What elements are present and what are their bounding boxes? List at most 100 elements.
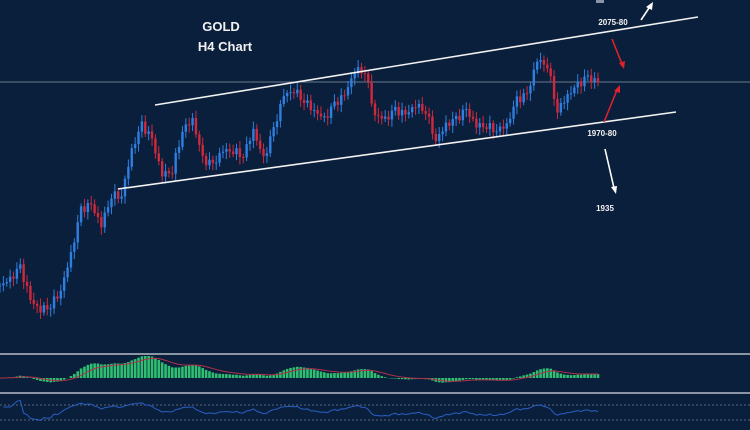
macd-bar bbox=[309, 368, 313, 378]
candle-body bbox=[235, 148, 238, 155]
macd-bar bbox=[306, 367, 309, 378]
candle-body bbox=[117, 191, 120, 199]
candle-body bbox=[187, 124, 191, 126]
candle-body bbox=[532, 69, 536, 86]
candle-body bbox=[458, 115, 461, 121]
candle-body bbox=[103, 212, 106, 228]
macd-bar bbox=[444, 378, 448, 383]
candle-body bbox=[400, 109, 404, 116]
candle-body bbox=[373, 103, 377, 116]
candle-body bbox=[346, 87, 350, 96]
candle-body bbox=[394, 106, 397, 111]
candle-body bbox=[377, 115, 380, 117]
macd-bar bbox=[164, 364, 167, 378]
candle-body bbox=[549, 68, 552, 77]
candle-body bbox=[19, 264, 22, 269]
candle-body bbox=[502, 126, 505, 129]
macd-bar bbox=[505, 378, 509, 381]
macd-bar bbox=[404, 378, 407, 380]
macd-bar bbox=[390, 378, 394, 379]
candle-body bbox=[29, 285, 32, 300]
macd-bar bbox=[569, 375, 573, 378]
candle-body bbox=[204, 155, 208, 166]
macd-bar bbox=[113, 363, 117, 378]
candle-body bbox=[579, 81, 583, 87]
macd-bar bbox=[346, 372, 350, 378]
candle-body bbox=[370, 81, 373, 104]
candle-body bbox=[39, 305, 42, 313]
macd-bar bbox=[35, 378, 39, 380]
candle-body bbox=[218, 152, 221, 163]
candle-body bbox=[566, 93, 569, 103]
macd-bar bbox=[187, 365, 191, 378]
candle-body bbox=[586, 75, 590, 77]
candle-body bbox=[228, 149, 231, 152]
candle-body bbox=[539, 59, 542, 62]
macd-bar bbox=[140, 356, 144, 378]
candle-body bbox=[593, 78, 596, 82]
candle-body bbox=[488, 123, 492, 129]
macd-bar bbox=[356, 369, 360, 378]
macd-bar bbox=[299, 367, 302, 378]
candle-body bbox=[471, 116, 475, 119]
candle-body bbox=[167, 171, 171, 174]
candle-body bbox=[292, 92, 296, 94]
candle-body bbox=[559, 103, 563, 113]
candle-body bbox=[252, 128, 255, 141]
candle-body bbox=[397, 106, 400, 116]
candle-body bbox=[62, 277, 66, 291]
macd-bar bbox=[160, 362, 164, 378]
macd-bar bbox=[579, 374, 583, 378]
macd-bar bbox=[512, 378, 515, 379]
macd-bar bbox=[319, 371, 323, 378]
macd-bar bbox=[69, 376, 73, 378]
macd-bar bbox=[282, 370, 286, 378]
macd-bar bbox=[508, 378, 512, 380]
candle-body bbox=[353, 73, 356, 79]
candle-body bbox=[563, 102, 566, 104]
channel-upper-line bbox=[154, 16, 699, 106]
candle-body bbox=[8, 276, 12, 282]
macd-bar bbox=[407, 378, 411, 380]
candle-body bbox=[147, 131, 150, 134]
candle-body bbox=[343, 95, 346, 97]
macd-bar bbox=[312, 369, 316, 378]
candle-body bbox=[414, 107, 417, 109]
candle-body bbox=[279, 103, 282, 122]
candle-body bbox=[529, 85, 532, 94]
candle-body bbox=[478, 123, 481, 128]
macd-bar bbox=[127, 361, 130, 378]
candle-body bbox=[583, 76, 586, 87]
candle-body bbox=[140, 121, 144, 132]
macd-bar bbox=[103, 364, 107, 378]
macd-bar bbox=[181, 366, 184, 378]
candle-body bbox=[133, 144, 137, 149]
macd-bar bbox=[360, 369, 363, 378]
candle-body bbox=[42, 305, 46, 313]
candle-body bbox=[319, 113, 323, 117]
macd-bar bbox=[451, 378, 455, 382]
macd-bar bbox=[157, 359, 161, 378]
macd-bar bbox=[485, 378, 488, 381]
macd-bar bbox=[542, 368, 546, 378]
macd-bar bbox=[52, 378, 56, 382]
candle-body bbox=[424, 111, 427, 114]
candle-body bbox=[181, 131, 184, 147]
macd-bar bbox=[262, 375, 265, 378]
macd-bar bbox=[89, 363, 93, 378]
candle-body bbox=[296, 89, 299, 94]
candle-body bbox=[35, 303, 39, 306]
candle-body bbox=[69, 251, 73, 268]
macd-bar bbox=[397, 378, 400, 380]
candle-body bbox=[238, 148, 242, 158]
macd-bar bbox=[137, 357, 140, 378]
macd-bar bbox=[559, 373, 563, 378]
candle-body bbox=[465, 109, 468, 111]
chart-title: GOLD bbox=[202, 19, 240, 34]
macd-bar bbox=[62, 378, 66, 380]
candle-body bbox=[363, 73, 367, 75]
candle-body bbox=[137, 131, 140, 145]
macd-bar bbox=[370, 371, 373, 378]
candle-body bbox=[12, 276, 15, 279]
